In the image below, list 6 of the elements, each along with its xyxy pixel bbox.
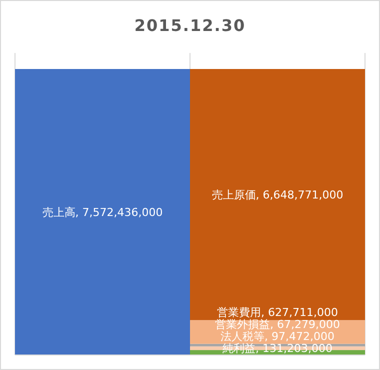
data-label: 売上高, 7,572,436,000 xyxy=(42,206,163,219)
data-label: 営業外損益, 67,279,000 xyxy=(215,318,340,331)
data-label: 営業費用, 627,711,000 xyxy=(217,306,338,319)
chart-title: 2015.12.30 xyxy=(134,16,246,35)
data-label: 売上原価, 6,648,771,000 xyxy=(212,188,344,202)
data-label: 法人税等, 97,472,000 xyxy=(220,330,334,343)
